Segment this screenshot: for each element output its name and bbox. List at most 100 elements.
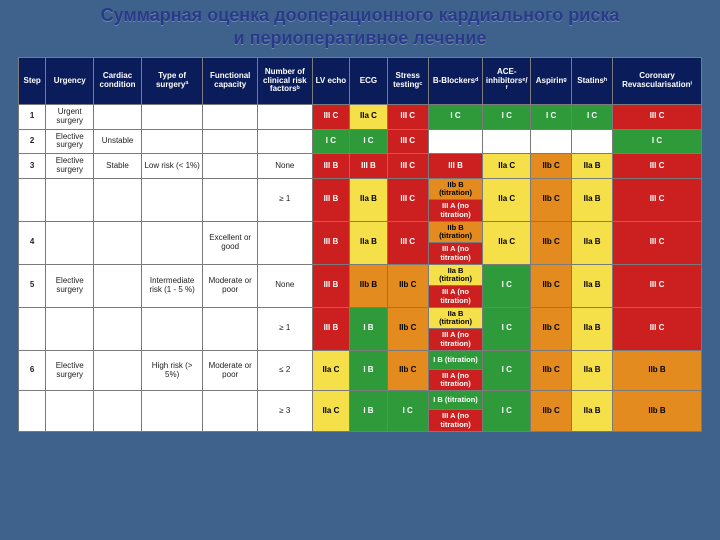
data-cell: IIa B (572, 154, 613, 179)
data-cell: III B (428, 154, 483, 179)
label-cell: Urgent surgery (46, 105, 94, 130)
label-cell: ≥ 1 (258, 178, 313, 221)
label-cell (94, 178, 142, 221)
label-cell (258, 221, 313, 264)
label-cell: Stable (94, 154, 142, 179)
data-cell: I C (387, 391, 428, 432)
data-cell: III B (350, 154, 388, 179)
label-cell (46, 391, 94, 432)
data-cell: IIb C (387, 264, 428, 307)
label-cell (94, 264, 142, 307)
col-header: Aspirinᵍ (531, 58, 572, 105)
risk-table: StepUrgencyCardiac conditionType of surg… (18, 57, 702, 432)
data-cell: IIb C (531, 178, 572, 221)
data-cell: III C (312, 105, 350, 130)
data-cell: I C (531, 105, 572, 130)
data-cell: IIa B (572, 391, 613, 432)
label-cell (203, 307, 258, 350)
data-cell: IIb C (531, 391, 572, 432)
data-cell (483, 129, 531, 154)
data-cell: IIb C (531, 154, 572, 179)
label-cell (203, 178, 258, 221)
table-row: 2Elective surgeryUnstableI CI CIII CI C (19, 129, 702, 154)
step-cell (19, 307, 46, 350)
label-cell: Intermediate risk (1 - 5 %) (141, 264, 202, 307)
data-cell: I C (350, 129, 388, 154)
data-cell: III A (no titration) (428, 410, 483, 432)
table-row: ≥ 3IIa CI BI CI B (titration)I CIIb CIIa… (19, 391, 702, 410)
data-cell: I C (572, 105, 613, 130)
label-cell (94, 105, 142, 130)
label-cell (141, 221, 202, 264)
data-cell: I C (483, 105, 531, 130)
data-cell: IIb B (350, 264, 388, 307)
label-cell (141, 105, 202, 130)
data-cell: I C (483, 391, 531, 432)
step-cell: 3 (19, 154, 46, 179)
label-cell: Elective surgery (46, 154, 94, 179)
col-header: Step (19, 58, 46, 105)
label-cell: None (258, 264, 313, 307)
data-cell: I C (483, 264, 531, 307)
col-header: Type of surgeryª (141, 58, 202, 105)
table-row: 3Elective surgeryStableLow risk (< 1%)No… (19, 154, 702, 179)
label-cell (203, 105, 258, 130)
col-header: Number of clinical risk factorsᵇ (258, 58, 313, 105)
label-cell (203, 129, 258, 154)
table-row: ≥ 1III BI BIIb CIIa B (titration)I CIIb … (19, 307, 702, 329)
data-cell: III C (387, 129, 428, 154)
data-cell: III C (613, 264, 702, 307)
data-cell: III A (no titration) (428, 329, 483, 351)
data-cell (531, 129, 572, 154)
label-cell (258, 105, 313, 130)
data-cell: III C (387, 105, 428, 130)
label-cell: Moderate or poor (203, 264, 258, 307)
label-cell: ≥ 3 (258, 391, 313, 432)
step-cell (19, 391, 46, 432)
label-cell (141, 307, 202, 350)
table-header-row: StepUrgencyCardiac conditionType of surg… (19, 58, 702, 105)
data-cell: III C (613, 178, 702, 221)
data-cell: III A (no titration) (428, 369, 483, 391)
col-header: ACE-inhibitorsᵉ/ᶠ (483, 58, 531, 105)
data-cell: I B (350, 391, 388, 432)
title-line-2: и периоперативное лечение (234, 28, 487, 48)
data-cell: IIa C (350, 105, 388, 130)
data-cell: III B (312, 221, 350, 264)
label-cell (141, 129, 202, 154)
data-cell: III B (312, 307, 350, 350)
step-cell: 4 (19, 221, 46, 264)
data-cell: IIa B (572, 221, 613, 264)
label-cell: Elective surgery (46, 129, 94, 154)
label-cell: ≤ 2 (258, 350, 313, 391)
data-cell: III A (no titration) (428, 200, 483, 222)
data-cell: I B (titration) (428, 350, 483, 369)
data-cell: I B (350, 350, 388, 391)
label-cell: High risk (> 5%) (141, 350, 202, 391)
page: Суммарная оценка дооперационного кардиал… (0, 0, 720, 540)
page-title: Суммарная оценка дооперационного кардиал… (18, 4, 702, 49)
step-cell: 6 (19, 350, 46, 391)
table-row: 5Elective surgeryIntermediate risk (1 - … (19, 264, 702, 286)
label-cell (203, 391, 258, 432)
data-cell: IIa B (350, 221, 388, 264)
data-cell: I C (483, 307, 531, 350)
label-cell: None (258, 154, 313, 179)
data-cell: III C (387, 154, 428, 179)
data-cell: III C (387, 178, 428, 221)
step-cell: 1 (19, 105, 46, 130)
data-cell: IIb B (613, 391, 702, 432)
data-cell: IIb C (387, 307, 428, 350)
data-cell: III C (613, 307, 702, 350)
data-cell: I C (312, 129, 350, 154)
step-cell (19, 178, 46, 221)
data-cell: III C (613, 154, 702, 179)
col-header: Urgency (46, 58, 94, 105)
data-cell: IIa B (572, 307, 613, 350)
title-line-1: Суммарная оценка дооперационного кардиал… (101, 5, 620, 25)
data-cell: IIb B (titration) (428, 178, 483, 200)
data-cell: IIa B (titration) (428, 264, 483, 286)
data-cell: IIa C (483, 154, 531, 179)
data-cell: IIa B (572, 264, 613, 307)
col-header: B-Blockersᵈ (428, 58, 483, 105)
